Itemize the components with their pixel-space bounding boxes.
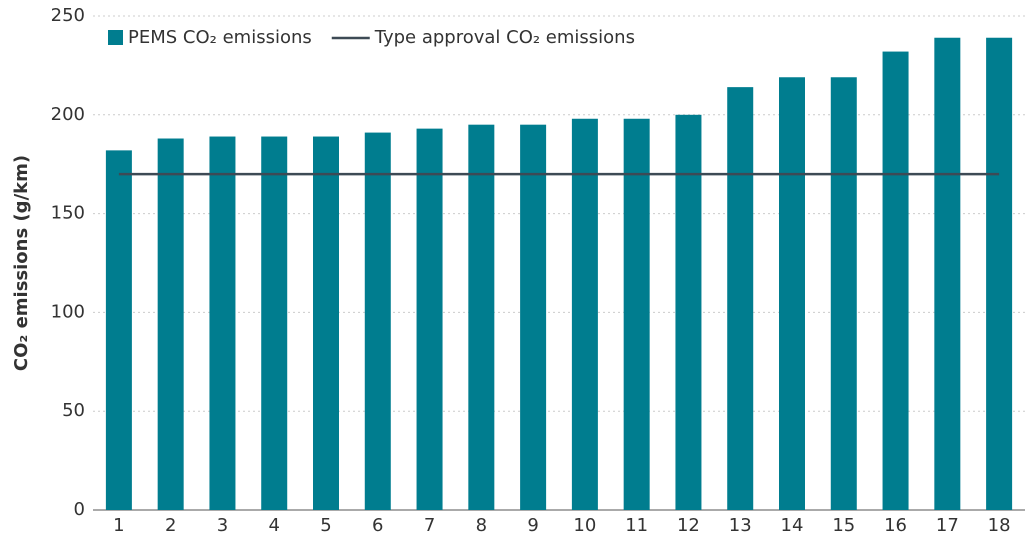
x-tick-label: 5 bbox=[320, 515, 331, 536]
bar bbox=[675, 114, 702, 511]
x-tick-label: 3 bbox=[217, 515, 228, 536]
bar bbox=[830, 77, 857, 511]
x-tick-label: 2 bbox=[165, 515, 176, 536]
bar bbox=[520, 124, 547, 511]
x-tick-label: 14 bbox=[781, 515, 804, 536]
x-tick-label: 15 bbox=[832, 515, 855, 536]
bar bbox=[571, 118, 598, 510]
x-tick-label: 9 bbox=[527, 515, 538, 536]
bar bbox=[882, 51, 909, 511]
x-tick-label: 17 bbox=[936, 515, 959, 536]
bar bbox=[986, 37, 1013, 511]
bar bbox=[105, 150, 132, 511]
x-tick-label: 7 bbox=[424, 515, 435, 536]
bar bbox=[364, 132, 391, 511]
x-tick-label: 12 bbox=[677, 515, 700, 536]
bar bbox=[313, 136, 339, 510]
bar bbox=[468, 124, 495, 511]
legend-label: PEMS CO₂ emissions bbox=[128, 27, 312, 48]
y-tick-label: 250 bbox=[51, 5, 85, 26]
bar bbox=[157, 138, 184, 510]
bar bbox=[416, 128, 443, 510]
bar bbox=[779, 77, 805, 511]
x-tick-label: 18 bbox=[988, 515, 1011, 536]
x-tick-label: 4 bbox=[268, 515, 279, 536]
legend-swatch bbox=[108, 30, 123, 45]
y-tick-label: 0 bbox=[74, 499, 85, 520]
y-tick-label: 100 bbox=[51, 301, 85, 322]
y-tick-label: 50 bbox=[62, 400, 85, 421]
x-tick-label: 8 bbox=[476, 515, 487, 536]
x-tick-label: 10 bbox=[573, 515, 596, 536]
x-tick-label: 1 bbox=[113, 515, 124, 536]
x-tick-label: 11 bbox=[625, 515, 648, 536]
y-tick-label: 200 bbox=[51, 104, 85, 125]
bar bbox=[934, 37, 961, 511]
y-tick-label: 150 bbox=[51, 203, 85, 224]
y-axis-title: CO₂ emissions (g/km) bbox=[11, 155, 32, 371]
bar bbox=[209, 136, 236, 510]
x-tick-label: 16 bbox=[884, 515, 907, 536]
bar bbox=[727, 87, 754, 511]
x-tick-label: 13 bbox=[729, 515, 752, 536]
legend-label: Type approval CO₂ emissions bbox=[374, 27, 635, 48]
bar bbox=[261, 136, 288, 510]
bar bbox=[623, 118, 650, 510]
x-tick-label: 6 bbox=[372, 515, 383, 536]
